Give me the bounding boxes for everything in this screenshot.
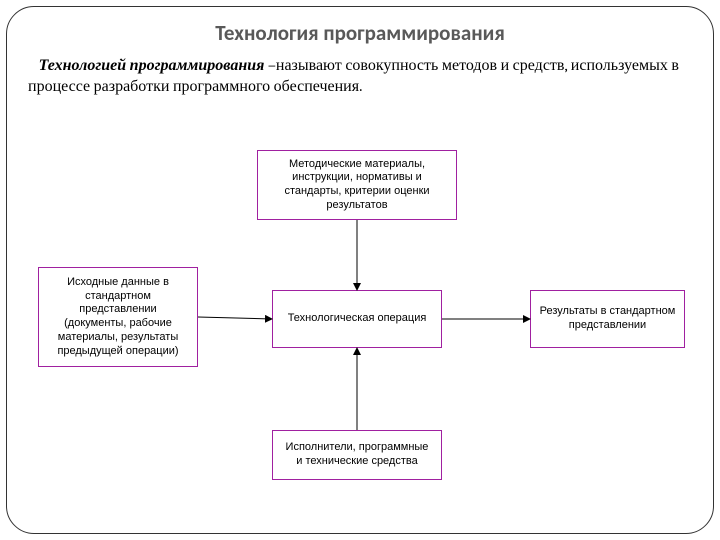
node-tech-operation: Технологическая операция [272,290,442,348]
node-executors: Исполнители, программные и технические с… [272,430,442,480]
node-methodical-materials: Методические материалы, инструкции, норм… [257,150,457,220]
page-title: Технология программирования [0,20,720,46]
definition-paragraph: Технологией программирования –называют с… [28,55,692,97]
node-results: Результаты в стандартном представлении [530,290,685,348]
node-source-data: Исходные данные в стандартном представле… [38,267,198,367]
term: Технологией программирования [39,56,265,74]
